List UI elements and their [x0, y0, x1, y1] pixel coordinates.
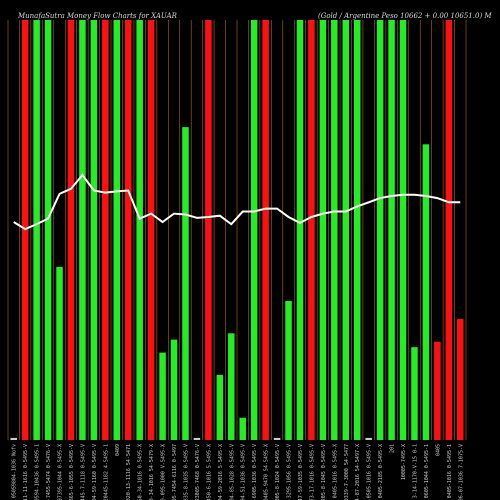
x-tick-label: 201 — [390, 444, 396, 453]
volume-bar-D38 — [445, 20, 453, 440]
volume-bars — [10, 20, 464, 440]
x-tick-label: 14-06-07-1036 7-1075-V — [458, 444, 464, 500]
x-tick-label: 2111-11-1616 0-5495-V — [23, 444, 29, 500]
volume-bar-D12 — [147, 20, 155, 440]
volume-bar-D14 — [170, 339, 178, 440]
x-tick-label: 2150-34-1016 0-5495-X — [138, 444, 144, 500]
volume-bar-D35 — [411, 347, 418, 440]
x-tick-label: 0409 — [115, 444, 121, 456]
volume-bar-D7 — [90, 20, 98, 440]
x-tick-label: 05059804-1036 Nofv — [12, 444, 18, 498]
x-tick-label: 30594-10436 0-5495-1 — [35, 444, 41, 500]
volume-bar-D37 — [434, 341, 441, 440]
volume-bar-D15 — [182, 127, 189, 440]
volume-bar-D18 — [216, 374, 224, 440]
x-tick-label: 20230-34-1016 54-5479-X — [149, 444, 155, 500]
x-tick-label: 00-04-85-1028 0-5495-V — [229, 444, 235, 500]
price-line-path — [13, 173, 461, 231]
volume-bar-D19 — [228, 333, 235, 440]
volume-bar-D32 — [376, 20, 384, 440]
chart-title: MunafaSutra Money Flow Charts for XAUAR — [18, 12, 177, 20]
x-tick-label: 3-14-1170-V-15 0-1 — [412, 444, 418, 498]
volume-bar-D36 — [422, 144, 430, 440]
x-tick-label: 00445-7-1118 0-5495-V — [80, 444, 86, 500]
volume-bar-D0 — [10, 437, 17, 440]
x-tick-label: 27450-6-1016 5-5495-X — [206, 444, 212, 500]
grid-lines — [7, 20, 467, 440]
volume-bar-D17 — [205, 20, 212, 440]
volume-bar-D8 — [102, 20, 109, 440]
price-summary: (Gold / Argentine Peso 10662 + 0.00 1065… — [318, 12, 492, 20]
x-tick-label: 23005-7468 0-5476-V — [195, 444, 201, 500]
volume-bar-D30 — [353, 20, 361, 440]
volume-bar-D24 — [285, 300, 292, 440]
volume-bar-D29 — [342, 20, 350, 440]
x-tick-label: 20-04-51-1036 0-5495-V — [241, 444, 247, 500]
volume-bar-D27 — [319, 20, 327, 440]
volume-bar-D22 — [262, 20, 269, 440]
x-tick-label: 27-6905-1036 0-5495-V — [252, 444, 258, 500]
volume-bar-D25 — [296, 20, 304, 440]
x-tick-label: 26-04-59-2016 5-5495-X — [218, 444, 224, 500]
x-tick-label: 0405-1016 0-5495-X — [332, 444, 338, 498]
volume-bar-D26 — [308, 20, 315, 440]
x-tick-label: 10-7455-5474 0-5476-V — [46, 444, 52, 500]
x-tick-label: 00-3295-1056 0-5495-V — [287, 444, 293, 500]
x-tick-label: 0405-1016 0-5495-1 — [447, 444, 453, 498]
x-tick-label: 20339-7-3000 54-5477 — [344, 444, 350, 500]
volume-bar-D4 — [56, 266, 63, 440]
x-tick-label: 30205-8-1045 0-5495-V — [321, 444, 327, 500]
x-tick-label: 0405 — [435, 444, 441, 456]
volume-bar-D33 — [388, 20, 395, 440]
volume-bar-D3 — [44, 20, 52, 440]
x-tick-label: 1005-8-1024 0-5495-V — [275, 444, 281, 500]
x-tick-label: 00-0-0505-1016 0-5495-V — [367, 444, 373, 500]
x-tick-label: 0605-1044 0-5495-1 — [424, 444, 430, 498]
volume-bar-D2 — [33, 20, 40, 440]
x-tick-label: 07395-1044 0-5495-X — [58, 444, 64, 500]
volume-bar-D39 — [457, 319, 464, 440]
x-tick-label: 2505-7454-6116 0-5497 — [172, 444, 178, 500]
x-tick-label: 20335-8-1035 0-5495-V — [183, 444, 189, 500]
x-tick-label: 250020-13-1116 54-5471 — [126, 444, 132, 500]
x-tick-label: 0405-9470 54-5495-X — [264, 444, 270, 500]
volume-bar-D23 — [273, 437, 281, 440]
x-tick-label: 30-04-87-2016 54-5497-X — [355, 444, 361, 500]
volume-bar-D20 — [239, 417, 246, 440]
volume-bar-D5 — [67, 20, 75, 440]
x-tick-label: 20445-1182 4-5495-1 — [103, 444, 109, 500]
volume-bar-D9 — [113, 20, 121, 440]
x-tick-label: 273-17-1016 0-5495-V — [309, 444, 315, 500]
x-tick-label: 50-47-59-1035 0-5495-V — [298, 444, 304, 500]
volume-bar-D13 — [159, 352, 166, 440]
x-tick-label: 0405-2185 0-5495-X — [378, 444, 384, 498]
volume-bar-D6 — [79, 20, 86, 440]
volume-bar-D31 — [365, 437, 372, 440]
volume-bar-D11 — [136, 20, 143, 440]
volume-bar-D10 — [124, 20, 132, 440]
volume-bar-D16 — [193, 437, 201, 440]
x-tick-label: 20365-6-1055 0-5495-V — [69, 444, 75, 500]
volume-bar-D34 — [399, 20, 407, 440]
x-tick-label: 10005-7495-X — [401, 444, 407, 480]
volume-bar-D28 — [331, 20, 338, 440]
x-tick-label: 00-04-59-1160 0-5495-V — [92, 444, 98, 500]
x-tick-label: 00-095-1000 V-5495-X — [161, 444, 167, 500]
volume-bar-D21 — [250, 20, 258, 440]
price-line — [13, 173, 461, 231]
x-tick-labels: 05059804-1036 Nofv 2111-11-1616 0-5495-V 3… — [12, 444, 465, 500]
